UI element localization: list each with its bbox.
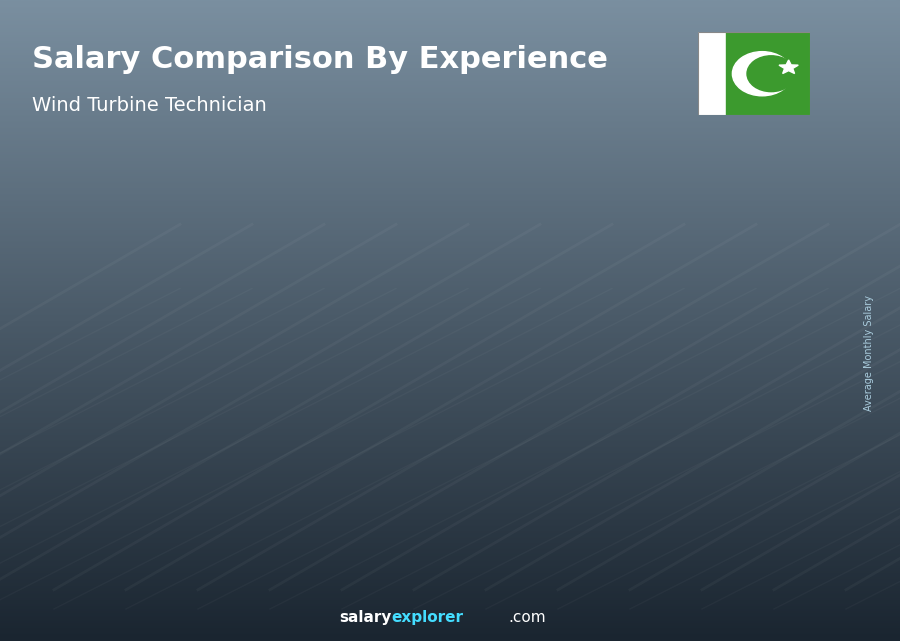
Bar: [575, 281, 648, 288]
Text: +20%: +20%: [394, 222, 452, 240]
Bar: [324, 350, 397, 356]
Ellipse shape: [580, 272, 643, 289]
Text: +9%: +9%: [534, 206, 579, 224]
Bar: [768, 257, 774, 577]
Text: 91,400 PKR: 91,400 PKR: [718, 231, 786, 245]
Bar: [324, 350, 397, 577]
Bar: [449, 304, 456, 577]
Bar: [725, 32, 810, 115]
Bar: [140, 453, 145, 577]
Ellipse shape: [329, 344, 392, 356]
Ellipse shape: [77, 449, 140, 456]
Bar: [701, 257, 708, 577]
Bar: [324, 350, 331, 577]
Polygon shape: [779, 60, 798, 74]
Text: +40%: +40%: [268, 254, 327, 273]
Bar: [198, 415, 271, 577]
Bar: [643, 281, 648, 577]
Ellipse shape: [706, 249, 769, 266]
Text: 78,000 PKR: 78,000 PKR: [425, 280, 491, 294]
Text: .com: .com: [508, 610, 546, 625]
Text: salary: salary: [339, 610, 392, 625]
Text: 64,900 PKR: 64,900 PKR: [276, 328, 344, 341]
Bar: [72, 453, 145, 456]
Text: Salary Comparison By Experience: Salary Comparison By Experience: [32, 45, 608, 74]
Text: Wind Turbine Technician: Wind Turbine Technician: [32, 96, 266, 115]
Text: 46,300 PKR: 46,300 PKR: [146, 395, 212, 408]
Bar: [198, 415, 271, 419]
Ellipse shape: [454, 297, 517, 312]
Bar: [701, 257, 774, 265]
Text: +8%: +8%: [659, 188, 705, 206]
Ellipse shape: [203, 411, 266, 419]
Bar: [449, 304, 522, 311]
Bar: [449, 304, 522, 577]
Text: 35,500 PKR: 35,500 PKR: [17, 434, 85, 447]
Bar: [72, 453, 145, 577]
Bar: [72, 453, 79, 577]
Bar: [698, 32, 725, 115]
Bar: [391, 350, 397, 577]
Text: explorer: explorer: [392, 610, 464, 625]
Bar: [198, 415, 205, 577]
Text: +31%: +31%: [142, 338, 201, 356]
Circle shape: [733, 52, 792, 96]
Text: Average Monthly Salary: Average Monthly Salary: [863, 295, 874, 410]
Text: 84,700 PKR: 84,700 PKR: [540, 256, 608, 269]
Bar: [575, 281, 582, 577]
Circle shape: [747, 56, 796, 92]
Bar: [575, 281, 648, 577]
Bar: [517, 304, 522, 577]
Bar: [701, 257, 774, 577]
Bar: [266, 415, 271, 577]
